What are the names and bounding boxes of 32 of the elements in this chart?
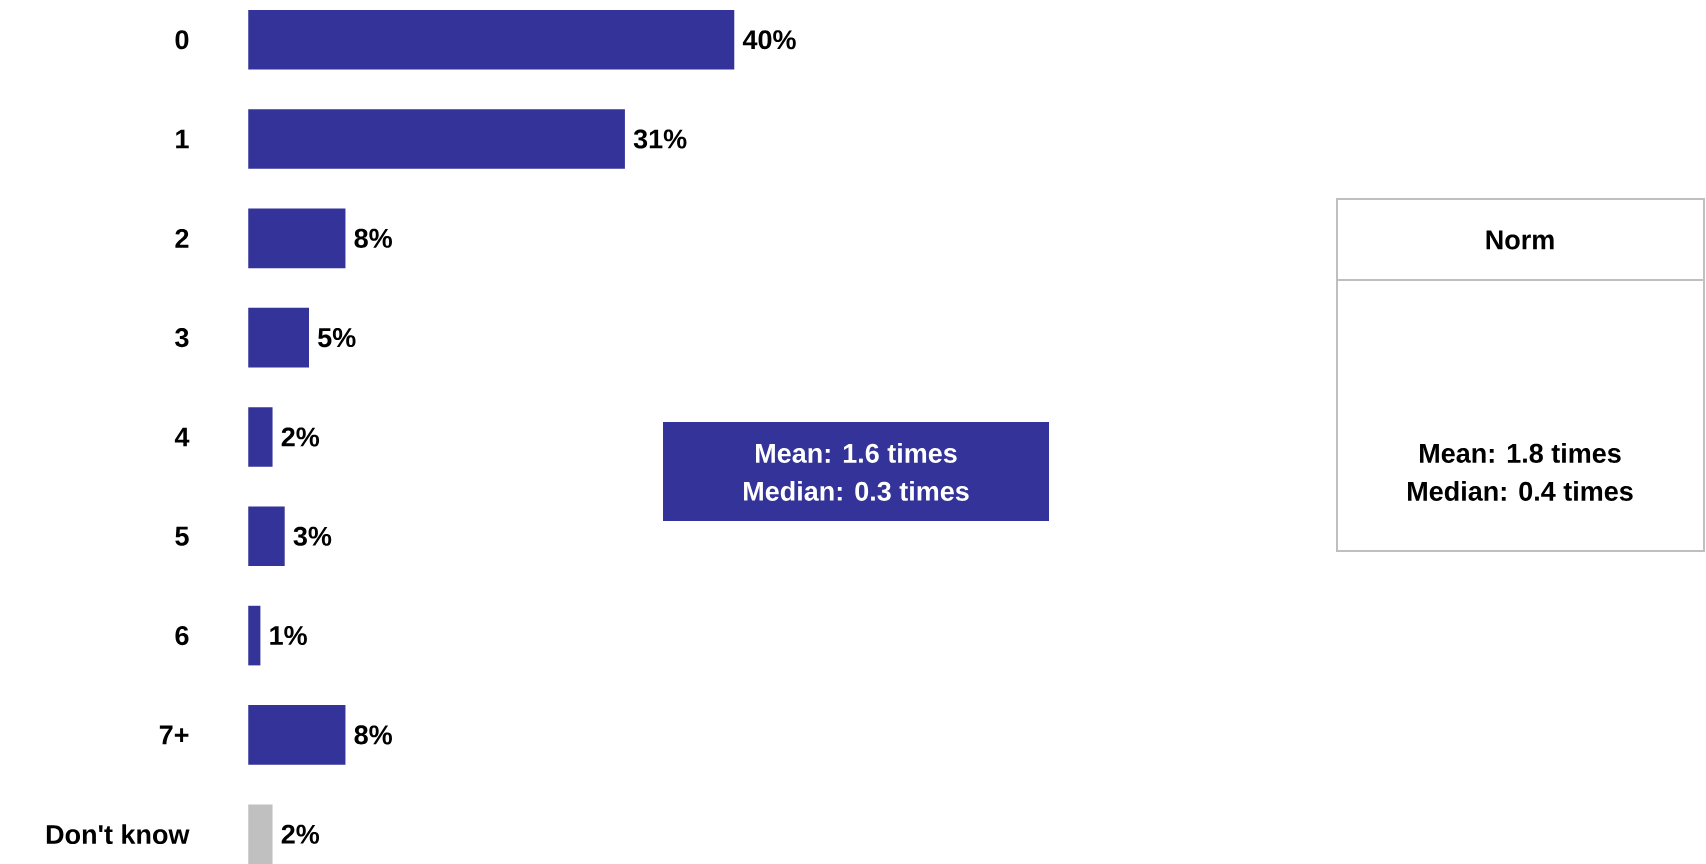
- data-label: 2%: [281, 824, 320, 844]
- text: Mean: 1.8 times: [1420, 443, 1621, 463]
- bar: [248, 705, 346, 765]
- bar: [248, 804, 273, 864]
- bar: [248, 208, 346, 269]
- y-tick-label: 1: [176, 129, 189, 149]
- data-label: 8%: [354, 725, 392, 745]
- data-label: 3%: [293, 526, 332, 546]
- y-tick-label: 6: [175, 626, 189, 646]
- y-tick-label: 2: [175, 228, 189, 248]
- bar: [248, 605, 261, 666]
- y-tick-label: 5: [175, 526, 189, 546]
- bar: [248, 407, 273, 467]
- y-tick-label: 3: [175, 328, 189, 348]
- data-label: 40%: [742, 30, 796, 50]
- bar: [248, 506, 285, 567]
- y-tick-label: Don't know: [46, 824, 190, 845]
- bar: [248, 307, 309, 368]
- y-tick-label: 0: [175, 30, 189, 50]
- data-label: 31%: [633, 129, 687, 149]
- data-label: 2%: [281, 427, 320, 447]
- text: Mean: 1.6 times: [756, 443, 957, 463]
- y-tick-label: 7+: [159, 725, 189, 745]
- text: Norm: [1486, 230, 1554, 250]
- text: Median: 0.3 times: [744, 481, 969, 501]
- bar: [248, 9, 735, 70]
- bar: [248, 109, 625, 169]
- data-label: 5%: [318, 328, 356, 348]
- data-label: 1%: [270, 626, 307, 646]
- text: Median: 0.4 times: [1408, 481, 1633, 501]
- y-tick-label: 4: [174, 427, 190, 447]
- data-label: 8%: [354, 228, 392, 248]
